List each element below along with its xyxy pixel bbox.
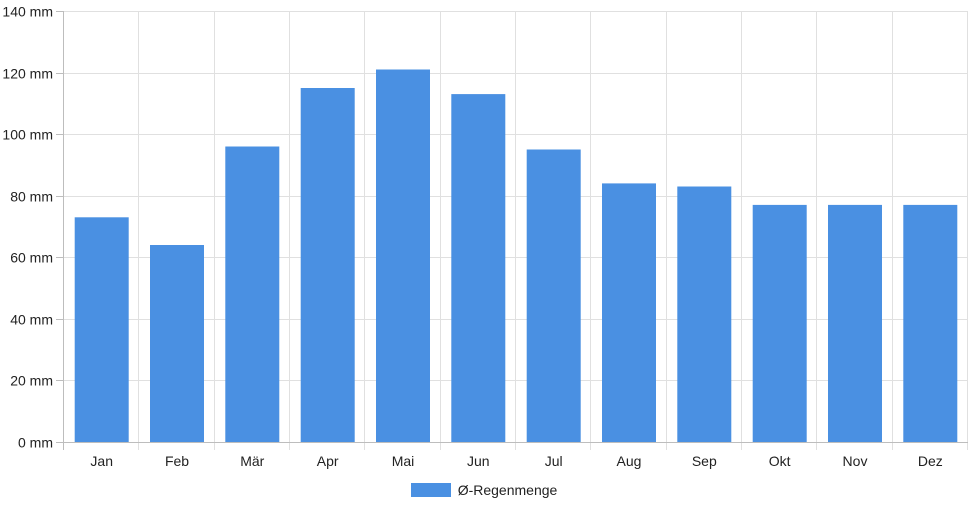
bar-jul: [526, 149, 581, 442]
bar-sep: [677, 186, 732, 442]
y-tick-label: 140 mm: [2, 4, 53, 20]
bar-dez: [903, 204, 958, 442]
legend-swatch[interactable]: [410, 483, 451, 497]
bar-aug: [602, 183, 656, 442]
axis-layer: [56, 11, 968, 450]
legend-label[interactable]: Ø-Regenmenge: [457, 482, 558, 498]
y-tick-label: 20 mm: [10, 373, 53, 389]
y-tick-label: 40 mm: [10, 312, 53, 328]
x-tick-label: Aug: [617, 453, 642, 469]
legend[interactable]: Ø-Regenmenge: [0, 481, 968, 499]
grid-layer: [64, 11, 968, 450]
x-tick-label: Jan: [90, 453, 113, 469]
x-tick-label: Nov: [843, 453, 868, 469]
bar-nov: [828, 204, 882, 442]
x-tick-label: Feb: [165, 453, 189, 469]
bar-jun: [451, 94, 506, 442]
bar-mär: [225, 146, 280, 442]
x-tick-label: Okt: [769, 453, 791, 469]
bars-layer: [74, 69, 958, 442]
x-tick-label: Mai: [392, 453, 415, 469]
y-tick-label: 120 mm: [2, 66, 53, 82]
x-tick-label: Jul: [545, 453, 563, 469]
x-tick-label: Jun: [467, 453, 490, 469]
y-tick-label: 80 mm: [10, 189, 53, 205]
x-tick-label: Apr: [317, 453, 339, 469]
y-tick-label: 60 mm: [10, 250, 53, 266]
bar-feb: [150, 245, 204, 442]
x-tick-label: Sep: [692, 453, 717, 469]
bar-jan: [74, 217, 129, 442]
y-tick-label: 100 mm: [2, 127, 53, 143]
y-tick-label: 0 mm: [18, 435, 53, 451]
x-tick-label: Dez: [918, 453, 943, 469]
labels-layer: 0 mm 20 mm 40 mm 60 mm 80 mm 100 mm 120 mm 140 …: [2, 4, 942, 470]
bar-apr: [300, 88, 355, 442]
bar-mai: [376, 69, 430, 442]
x-tick-label: Mär: [240, 453, 264, 469]
bar-okt: [752, 204, 807, 442]
